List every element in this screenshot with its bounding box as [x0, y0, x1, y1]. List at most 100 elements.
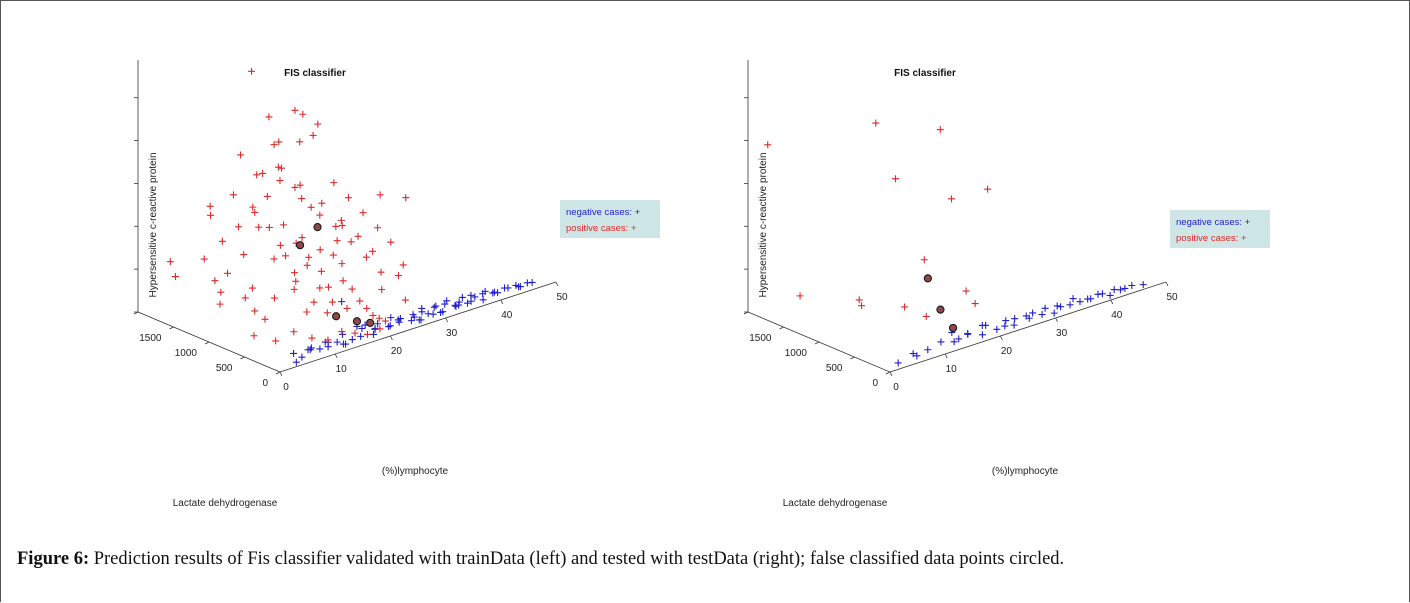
positive-point — [920, 256, 928, 264]
x-tick — [1110, 299, 1114, 305]
positive-point — [224, 269, 232, 277]
y-tick — [885, 371, 891, 375]
positive-point — [922, 312, 930, 320]
misclassified-point — [313, 223, 322, 232]
negative-point — [1076, 298, 1084, 306]
negative-point — [964, 330, 972, 338]
positive-point — [282, 252, 289, 260]
misclassified-point — [936, 305, 945, 314]
positive-point — [855, 296, 863, 304]
positive-point — [376, 191, 384, 199]
positive-point — [218, 237, 226, 245]
negative-point — [1116, 286, 1124, 294]
negative-point — [1069, 295, 1077, 303]
negative-point — [467, 291, 475, 299]
legend-negative: negative cases: + — [566, 207, 641, 218]
positive-point — [310, 298, 318, 306]
x-tick-label: 30 — [446, 328, 458, 339]
positive-point — [250, 332, 258, 340]
negative-point — [339, 340, 347, 348]
y-tick — [814, 341, 820, 345]
misclassified-point — [948, 323, 958, 333]
positive-point — [337, 216, 345, 224]
positive-point — [984, 185, 992, 193]
positive-point — [263, 192, 271, 200]
x-tick — [889, 371, 893, 377]
positive-point — [316, 211, 324, 219]
x-tick — [1165, 281, 1169, 287]
positive-point — [292, 277, 300, 285]
negative-point — [528, 278, 536, 286]
positive-point — [330, 179, 338, 187]
negative-point — [978, 331, 986, 339]
positive-point — [387, 238, 395, 246]
y-tick-label: 1000 — [175, 348, 198, 359]
positive-point — [324, 283, 332, 291]
x-tick — [1000, 335, 1003, 341]
positive-point — [235, 223, 243, 231]
negative-point — [432, 302, 440, 310]
positive-point — [249, 203, 257, 211]
positive-point — [363, 304, 371, 312]
negative-point — [307, 344, 315, 352]
negative-point — [1139, 281, 1147, 289]
positive-point — [332, 222, 340, 230]
y-tick-label: 1000 — [785, 348, 808, 359]
positive-point — [317, 267, 325, 275]
positive-point — [971, 300, 979, 308]
negative-point — [395, 318, 403, 326]
positive-point — [344, 194, 352, 202]
positive-point — [272, 337, 280, 345]
x-tick-label: 0 — [893, 382, 899, 393]
positive-point — [291, 106, 299, 114]
misclassified-point — [366, 318, 375, 327]
positive-point — [229, 191, 237, 199]
negative-point — [418, 304, 426, 312]
positive-point — [171, 273, 179, 281]
negative-point — [348, 336, 356, 344]
positive-point — [369, 247, 377, 255]
positive-point — [309, 131, 317, 139]
negative-point — [467, 297, 475, 305]
positive-point — [265, 223, 273, 231]
negative-point — [1038, 311, 1046, 319]
positive-point — [305, 253, 313, 261]
negative-point — [950, 338, 958, 346]
y-tick — [850, 356, 855, 360]
negative-point — [385, 323, 393, 331]
legend: negative cases: + positive cases: + — [560, 200, 660, 238]
positive-point — [402, 194, 410, 202]
positive-point — [207, 211, 215, 219]
positive-point — [338, 328, 346, 336]
positive-point — [901, 303, 909, 311]
negative-point — [464, 299, 472, 307]
x-axis-line — [279, 281, 557, 373]
negative-point — [290, 349, 298, 357]
positive-point — [276, 177, 284, 185]
positive-point — [375, 314, 383, 322]
y-tick-label: 500 — [826, 363, 843, 374]
y-tick-label: 0 — [262, 378, 268, 389]
legend-positive: positive cases: + — [566, 223, 637, 234]
positive-point — [296, 138, 304, 146]
y-tick — [204, 341, 210, 345]
positive-point — [166, 258, 174, 266]
positive-point — [377, 268, 385, 276]
positive-point — [394, 272, 402, 280]
x-tick-label: 50 — [556, 292, 568, 303]
positive-point — [206, 202, 214, 210]
negative-point — [924, 346, 932, 354]
chart-title: FIS classifier — [284, 68, 346, 79]
x-tick — [390, 335, 393, 341]
legend: negative cases: + positive cases: + — [1170, 210, 1270, 248]
x-tick — [555, 281, 559, 287]
negative-point — [443, 297, 451, 305]
positive-point — [248, 284, 256, 292]
negative-point — [437, 308, 445, 316]
positive-point — [298, 234, 306, 242]
positive-point — [274, 163, 282, 171]
positive-point — [374, 224, 382, 232]
negative-point — [292, 358, 300, 366]
negative-point — [993, 325, 1001, 333]
legend-box — [1170, 210, 1270, 248]
